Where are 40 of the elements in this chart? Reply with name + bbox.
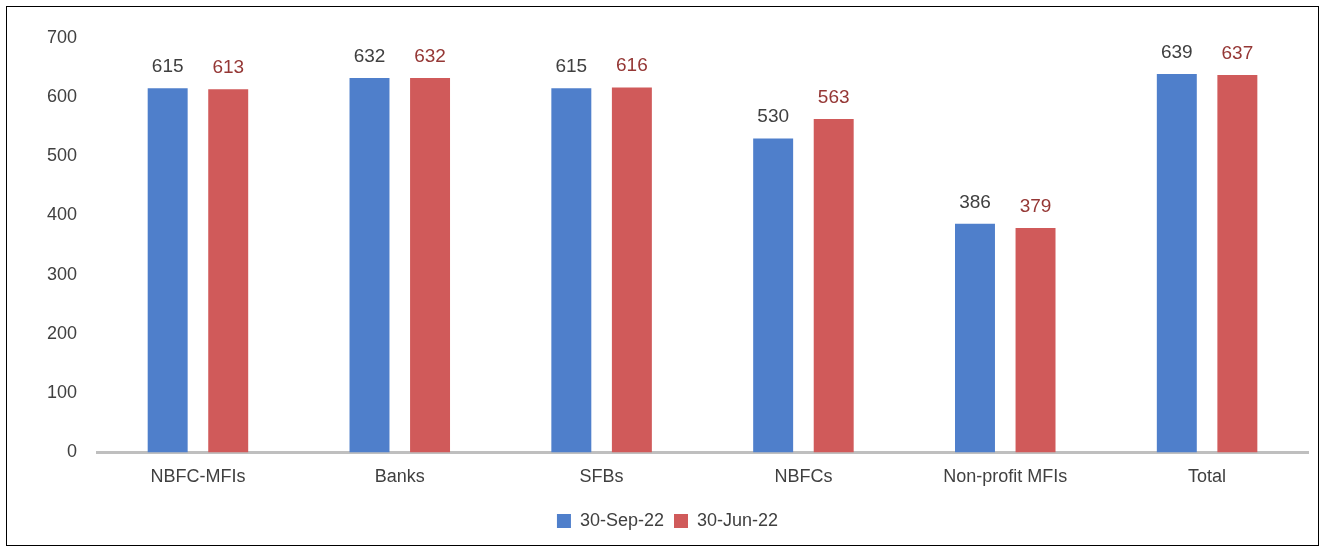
legend-label: 30-Jun-22 (697, 509, 779, 530)
legend-label: 30-Sep-22 (579, 509, 665, 530)
y-tick-label: 500 (46, 145, 78, 166)
data-label: 379 (1019, 194, 1052, 216)
data-label: 615 (151, 54, 184, 76)
x-tick-label: SFBs (579, 466, 624, 487)
y-tick-label: 200 (46, 322, 78, 343)
bar (410, 78, 451, 453)
data-label: 530 (757, 105, 790, 127)
bar (753, 138, 794, 453)
x-tick-label: Banks (374, 466, 425, 487)
x-tick-label: NBFC-MFIs (150, 466, 246, 487)
x-tick-label: Total (1188, 466, 1227, 487)
y-tick-label: 100 (46, 382, 78, 403)
bar (813, 118, 854, 453)
data-label: 632 (353, 44, 386, 66)
y-tick-label: 700 (46, 26, 78, 47)
x-tick-label: NBFCs (774, 466, 833, 487)
bar (1217, 75, 1258, 453)
y-tick-label: 400 (46, 204, 78, 225)
data-label: 632 (414, 44, 446, 66)
bar (1156, 73, 1197, 453)
bar (955, 223, 995, 453)
data-label: 616 (616, 54, 648, 76)
bar (147, 88, 188, 453)
bar (349, 78, 390, 453)
data-label: 563 (817, 85, 850, 107)
data-label: 386 (959, 190, 991, 212)
bar (551, 88, 592, 453)
data-label: 615 (555, 54, 588, 76)
bar (208, 89, 249, 453)
data-label: 613 (212, 56, 245, 78)
y-tick-label: 600 (46, 86, 78, 106)
data-label: 639 (1160, 40, 1193, 62)
y-tick-label: 300 (46, 263, 78, 284)
bar (611, 87, 652, 453)
y-tick-label: 0 (67, 441, 78, 462)
bar (1015, 227, 1056, 453)
data-label: 637 (1221, 41, 1254, 63)
x-tick-label: Non-profit MFIs (943, 466, 1068, 487)
